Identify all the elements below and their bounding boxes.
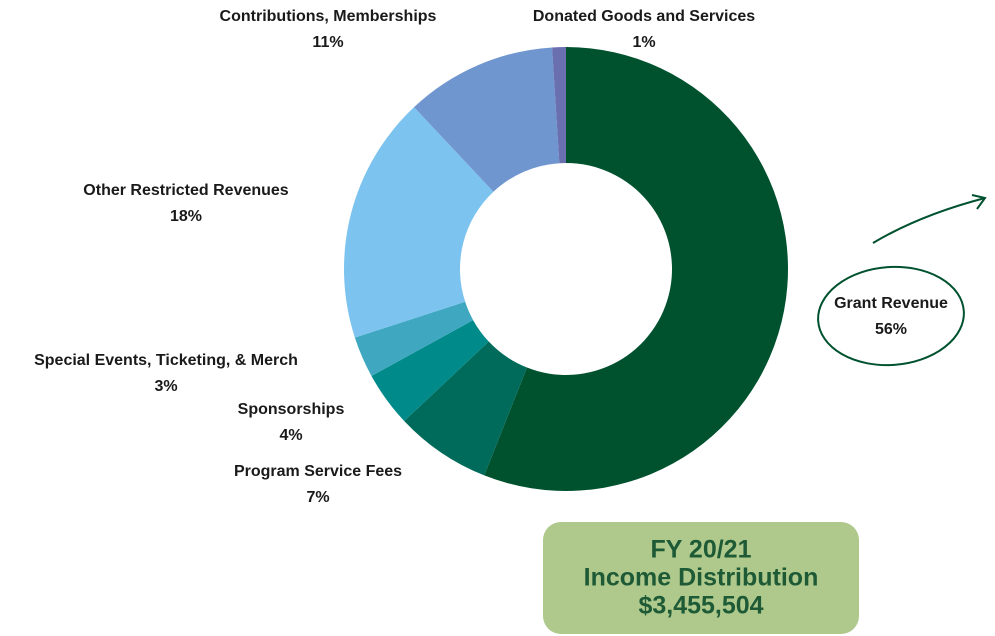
slice — [344, 107, 494, 338]
summary-total: $3,455,504 — [638, 592, 763, 620]
slice-label: Special Events, Ticketing, & Merch — [34, 352, 298, 369]
slice-value-label: 56% — [875, 321, 907, 338]
slice-value-label: 3% — [154, 378, 177, 395]
summary-box — [543, 522, 859, 634]
annotation-arrowhead — [971, 194, 987, 210]
summary-title: FY 20/21 — [650, 536, 751, 564]
slice-value-label: 7% — [306, 489, 329, 506]
summary-subtitle: Income Distribution — [584, 564, 819, 592]
slice-value-label: 18% — [170, 208, 202, 225]
slice — [354, 301, 474, 376]
slice-label: Other Restricted Revenues — [83, 182, 289, 199]
slice-label: Grant Revenue — [834, 295, 948, 312]
slice — [414, 47, 560, 192]
slice-value-label: 4% — [279, 427, 302, 444]
slice-value-label: 11% — [312, 34, 343, 51]
annotation-circle — [817, 265, 965, 367]
annotation-arrow — [872, 197, 986, 244]
slice-label: Sponsorships — [238, 401, 345, 418]
slice — [484, 47, 788, 491]
slice-label: Contributions, Memberships — [220, 8, 437, 25]
slice-label: Program Service Fees — [234, 463, 402, 480]
slice-label: Donated Goods and Services — [533, 8, 755, 25]
slice — [371, 320, 489, 421]
slice-value-label: 1% — [632, 34, 655, 51]
slice — [552, 47, 566, 164]
slice — [404, 341, 527, 476]
